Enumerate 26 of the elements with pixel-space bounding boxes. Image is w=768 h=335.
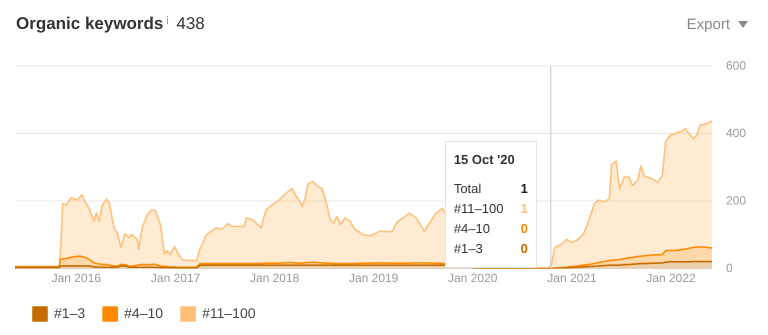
annotation: #11–100: [454, 200, 504, 218]
legend-label: #11–100: [202, 304, 256, 321]
annotation: 0: [520, 240, 528, 258]
x-tick-label: Jan 2017: [150, 271, 201, 286]
annotation: 15 Oct '20: [454, 152, 516, 168]
annotation: Total: [454, 180, 482, 198]
x-tick-label: Jan 2016: [52, 271, 102, 286]
chart-title: Organic keywords: [16, 14, 164, 33]
text: Export: [686, 16, 730, 33]
annotation: 1: [520, 200, 528, 218]
x-tick-label: Jan 2019: [348, 271, 399, 286]
x-tick-label: Jan 2021: [547, 271, 597, 286]
y-tick-label: 400: [726, 126, 746, 140]
annotation: #4–10: [454, 220, 490, 238]
y-tick-label: 600: [726, 58, 746, 73]
annotation: 1: [520, 180, 528, 198]
x-tick-label: Jan 2018: [250, 271, 300, 286]
annotation: #1–3: [454, 240, 483, 258]
x-tick-label: Jan 2020: [448, 271, 498, 286]
annotation: 0: [520, 220, 528, 238]
legend-label: #4–10: [124, 304, 164, 321]
x-tick-label: Jan 2022: [646, 271, 696, 286]
y-tick-label: 0: [726, 260, 733, 275]
chart-subtitle: 438: [176, 14, 205, 33]
legend-label: #1–3: [54, 304, 86, 321]
y-tick-label: 200: [726, 193, 746, 208]
